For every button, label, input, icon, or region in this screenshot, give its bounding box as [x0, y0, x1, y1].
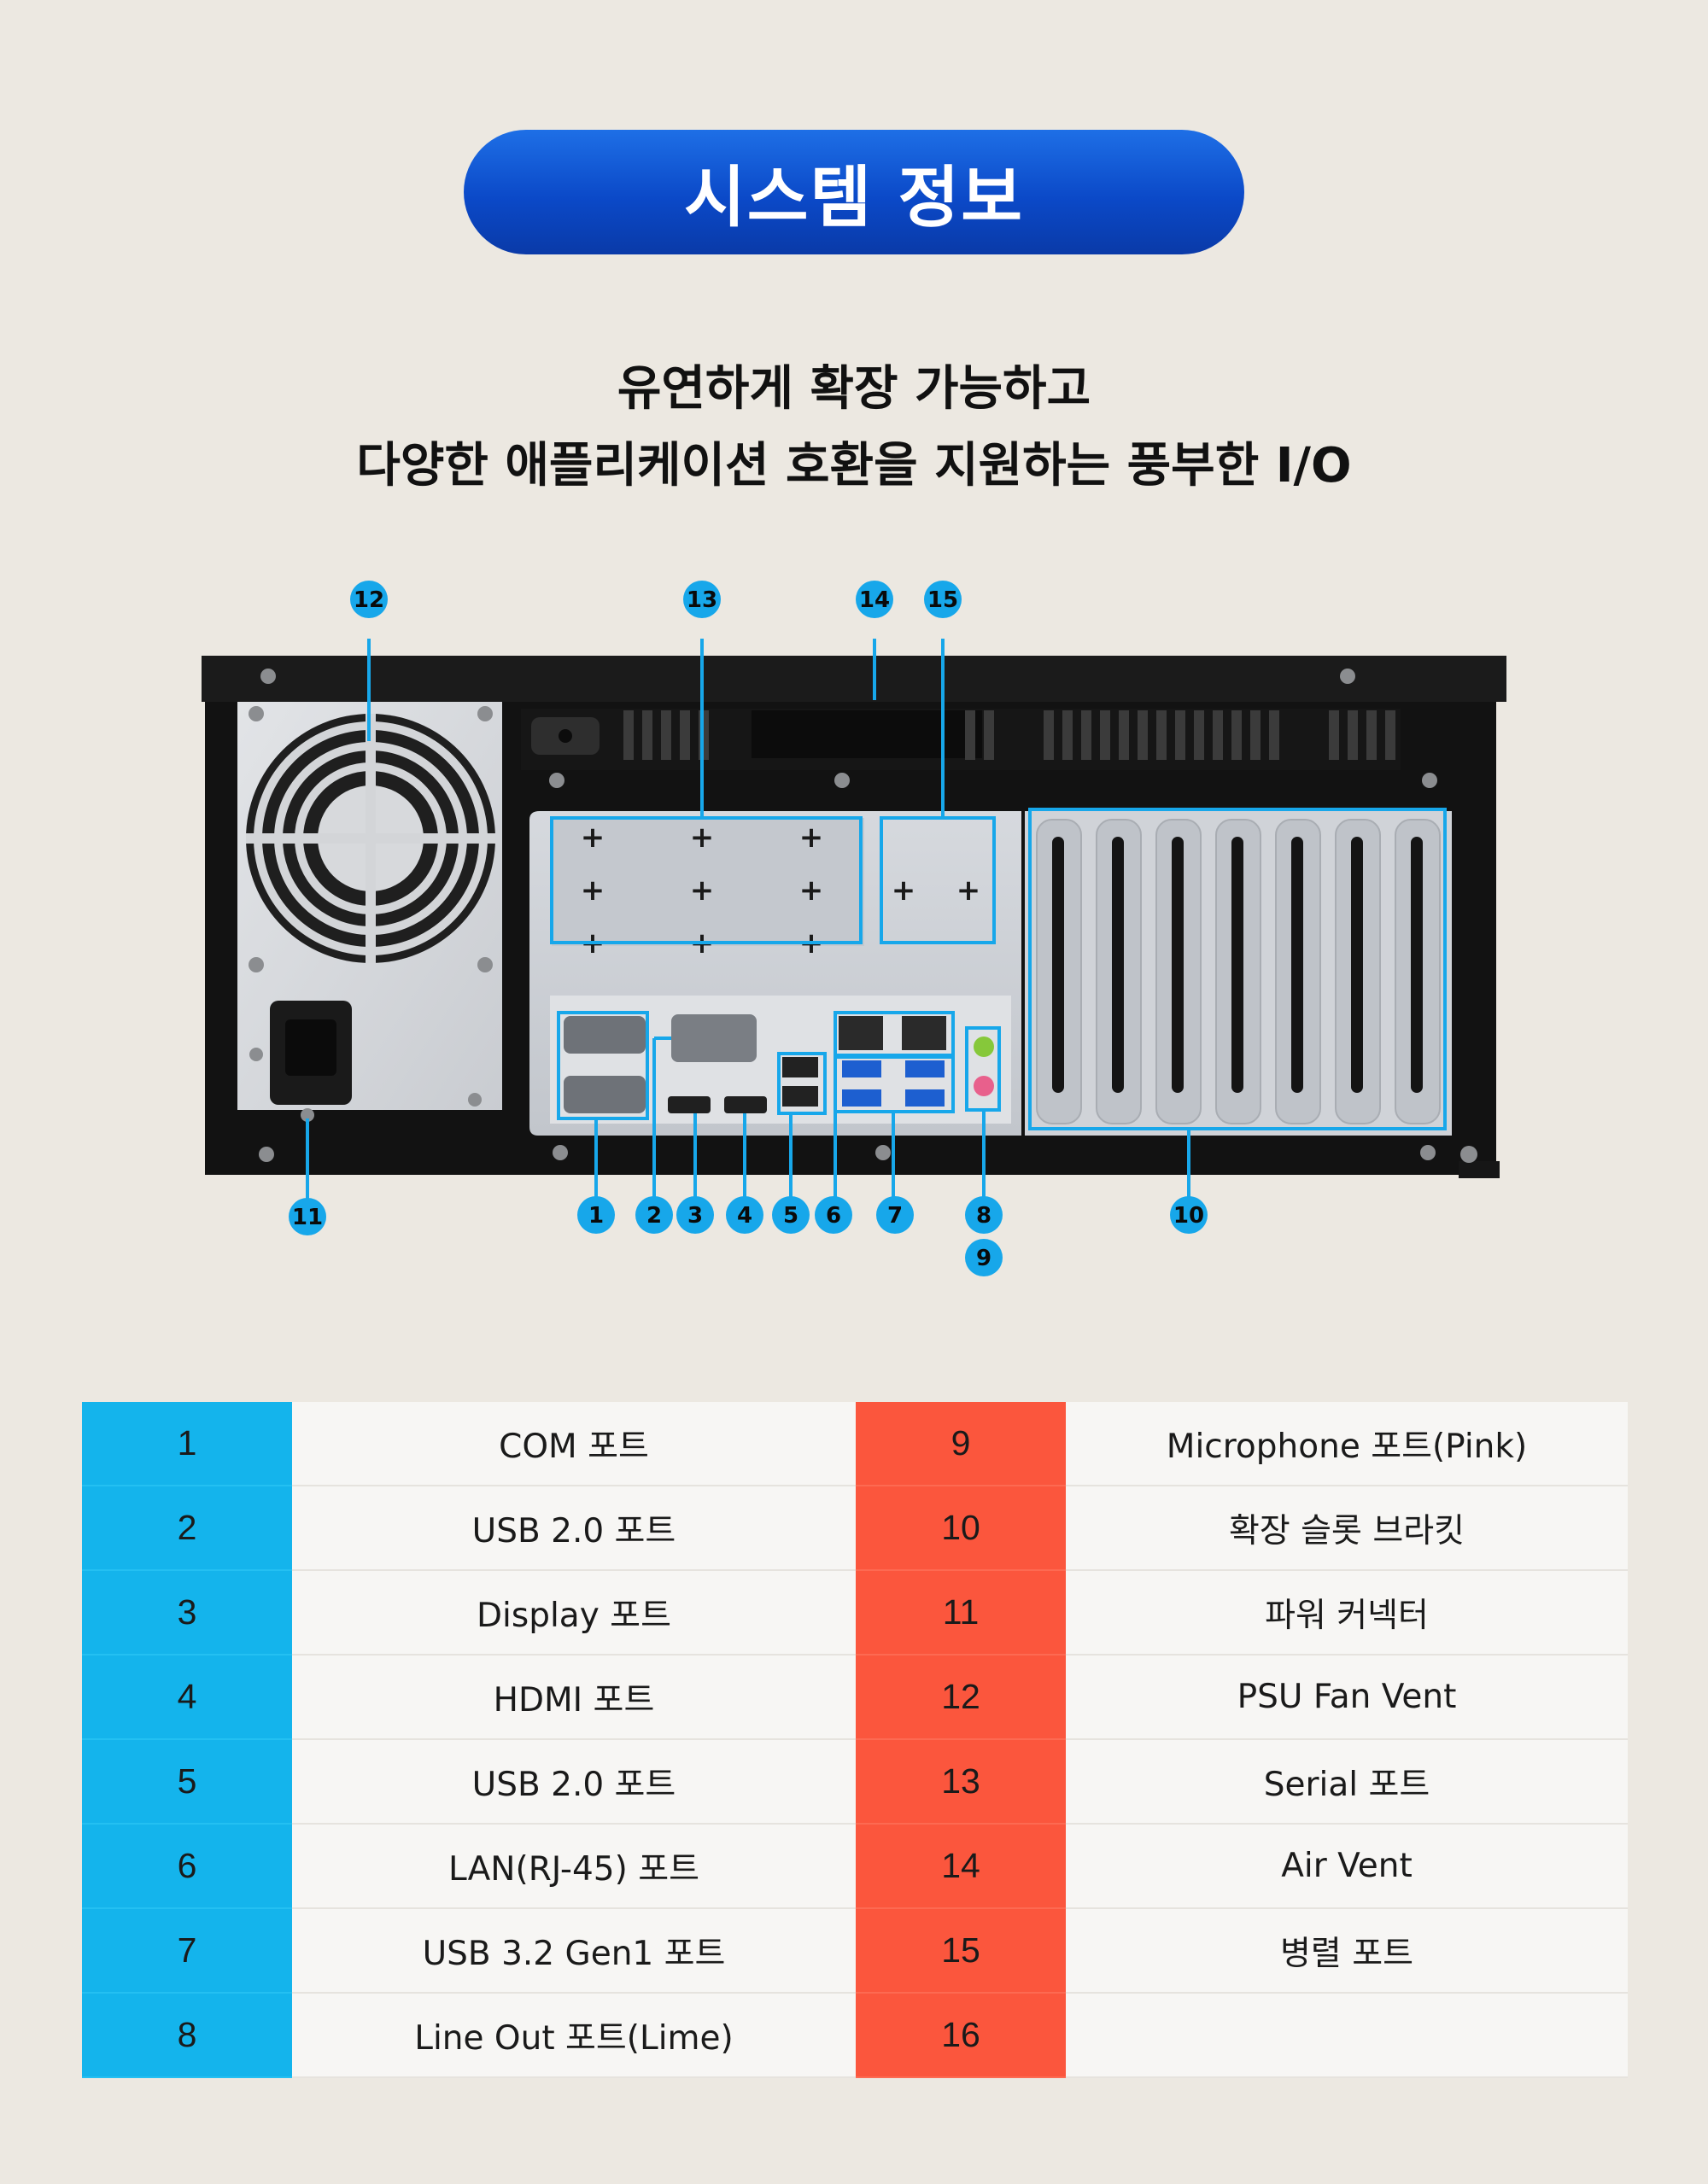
row-label-left: LAN(RJ-45) 포트 [292, 1824, 856, 1909]
row-number-right: 10 [856, 1486, 1066, 1571]
callout-7: 7 [876, 1196, 914, 1234]
svg-text:+: + [799, 873, 824, 908]
svg-text:+: + [956, 873, 981, 908]
table-row: 6 LAN(RJ-45) 포트 14 Air Vent [82, 1824, 1628, 1909]
row-label-left: Display 포트 [292, 1570, 856, 1656]
row-number-right: 15 [856, 1908, 1066, 1994]
svg-text:9: 9 [976, 1246, 991, 1271]
svg-text:15: 15 [927, 587, 958, 613]
svg-text:8: 8 [976, 1203, 991, 1229]
svg-text:3: 3 [687, 1203, 703, 1229]
svg-text:4: 4 [737, 1203, 752, 1229]
io-plate: + + + + + + + + + + + [529, 811, 1021, 1136]
row-number-left: 8 [82, 1993, 292, 2078]
row-label-right: 파워 커넥터 [1066, 1570, 1628, 1656]
svg-text:14: 14 [859, 587, 890, 613]
row-label-right: 병렬 포트 [1066, 1908, 1628, 1994]
callout-6: 6 [815, 1196, 852, 1234]
svg-text:2: 2 [646, 1203, 662, 1229]
table-row: 8 Line Out 포트(Lime) 16 [82, 1993, 1628, 2078]
row-number-left: 3 [82, 1570, 292, 1656]
psu-unit [237, 702, 502, 1122]
svg-text:+: + [892, 873, 916, 908]
row-number-right: 12 [856, 1655, 1066, 1740]
svg-text:10: 10 [1173, 1203, 1204, 1229]
row-number-right: 13 [856, 1739, 1066, 1825]
row-label-left: COM 포트 [292, 1402, 856, 1486]
callout-5: 5 [772, 1196, 810, 1234]
svg-text:13: 13 [687, 587, 717, 613]
svg-text:7: 7 [887, 1203, 903, 1229]
screws [259, 669, 1477, 1163]
table-row: 4 HDMI 포트 12 PSU Fan Vent [82, 1655, 1628, 1740]
svg-text:+: + [690, 820, 715, 855]
row-label-left: USB 2.0 포트 [292, 1739, 856, 1825]
row-number-right: 14 [856, 1824, 1066, 1909]
row-number-left: 1 [82, 1402, 292, 1486]
row-number-left: 4 [82, 1655, 292, 1740]
callout-8: 8 [965, 1196, 1003, 1234]
svg-text:+: + [581, 873, 605, 908]
row-number-left: 2 [82, 1486, 292, 1571]
page-title: 시스템 정보 [684, 160, 1024, 237]
svg-text:+: + [799, 820, 824, 855]
row-label-right: 확장 슬롯 브라킷 [1066, 1486, 1628, 1571]
svg-text:11: 11 [292, 1205, 323, 1230]
callout-14: 14 [856, 581, 893, 618]
row-label-right: PSU Fan Vent [1066, 1655, 1628, 1740]
callout-4: 4 [726, 1196, 763, 1234]
callout-10: 10 [1170, 1196, 1208, 1234]
svg-text:12: 12 [354, 587, 384, 613]
table-row: 7 USB 3.2 Gen1 포트 15 병렬 포트 [82, 1908, 1628, 1994]
expansion-slots [1025, 811, 1452, 1136]
row-number-left: 5 [82, 1739, 292, 1825]
row-number-right: 9 [856, 1402, 1066, 1486]
row-number-right: 16 [856, 1993, 1066, 2078]
subtitle-line-1: 유연하게 확장 가능하고 [617, 361, 1091, 417]
subtitle-line-2: 다양한 애플리케이션 호환을 지원하는 풍부한 I/O [356, 438, 1352, 493]
row-label-right [1066, 1993, 1628, 2078]
row-label-left: Line Out 포트(Lime) [292, 1993, 856, 2078]
row-label-left: USB 3.2 Gen1 포트 [292, 1908, 856, 1994]
row-label-right: Microphone 포트(Pink) [1066, 1402, 1628, 1486]
table-row: 2 USB 2.0 포트 10 확장 슬롯 브라킷 [82, 1486, 1628, 1571]
page-title-banner: 시스템 정보 [464, 130, 1244, 254]
row-label-right: Serial 포트 [1066, 1739, 1628, 1825]
row-number-left: 6 [82, 1824, 292, 1909]
row-label-left: HDMI 포트 [292, 1655, 856, 1740]
svg-text:+: + [581, 820, 605, 855]
callout-9: 9 [965, 1239, 1003, 1276]
callout-1: 1 [577, 1196, 615, 1234]
callout-13: 13 [683, 581, 721, 618]
row-label-right: Air Vent [1066, 1824, 1628, 1909]
table-row: 5 USB 2.0 포트 13 Serial 포트 [82, 1739, 1628, 1825]
row-number-left: 7 [82, 1908, 292, 1994]
callout-3: 3 [676, 1196, 714, 1234]
svg-text:1: 1 [588, 1203, 604, 1229]
svg-text:6: 6 [826, 1203, 841, 1229]
row-number-right: 11 [856, 1570, 1066, 1656]
callout-2: 2 [635, 1196, 673, 1234]
row-label-left: USB 2.0 포트 [292, 1486, 856, 1571]
callout-15: 15 [924, 581, 962, 618]
port-spec-table: 1 COM 포트 9 Microphone 포트(Pink) 2 USB 2.0… [82, 1402, 1628, 2078]
table-row: 3 Display 포트 11 파워 커넥터 [82, 1570, 1628, 1656]
rear-panel-diagram: + + + + + + + + + + + [202, 581, 1506, 1276]
svg-text:5: 5 [783, 1203, 798, 1229]
svg-text:+: + [690, 873, 715, 908]
callout-11: 11 [289, 1198, 326, 1235]
top-vents [521, 709, 1401, 770]
table-row: 1 COM 포트 9 Microphone 포트(Pink) [82, 1402, 1628, 1486]
callout-12: 12 [350, 581, 388, 618]
